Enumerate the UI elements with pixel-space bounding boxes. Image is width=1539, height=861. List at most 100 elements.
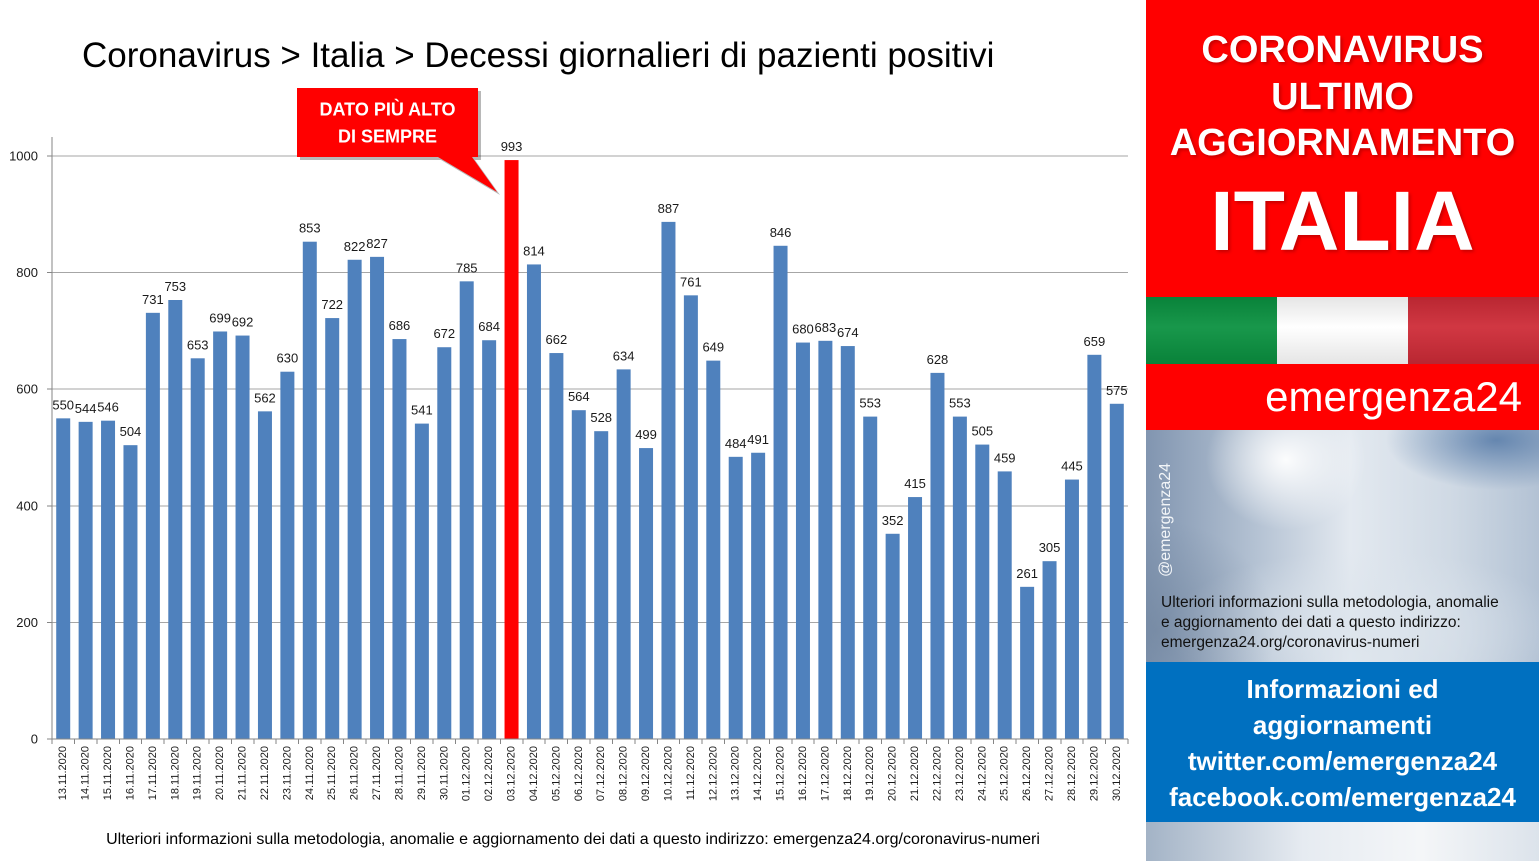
data-label-14-12-2020: 491 <box>747 432 769 447</box>
bar-26-11-2020 <box>347 259 362 739</box>
x-tick-label-13-11-2020: 13.11.2020 <box>57 746 69 800</box>
data-label-22-11-2020: 562 <box>254 390 276 405</box>
data-label-14-11-2020: 544 <box>75 401 97 416</box>
x-tick-label-21-12-2020: 21.12.2020 <box>909 746 921 801</box>
bar-19-12-2020 <box>863 416 878 739</box>
x-tick-label-11-12-2020: 11.12.2020 <box>685 746 697 800</box>
bar-09-12-2020 <box>639 448 654 739</box>
bar-14-12-2020 <box>751 452 766 739</box>
social-line-2: aggiornamenti <box>1252 710 1433 740</box>
y-tick-label-1000: 1000 <box>9 149 38 164</box>
bar-04-12-2020 <box>526 264 541 739</box>
y-tick-label-0: 0 <box>31 732 38 747</box>
x-tick-label-23-12-2020: 23.12.2020 <box>954 746 966 801</box>
bar-25-11-2020 <box>325 318 340 739</box>
data-label-29-12-2020: 659 <box>1084 334 1106 349</box>
info-note: Ulteriori informazioni sulla metodologia… <box>1161 593 1531 653</box>
data-label-15-12-2020: 846 <box>770 225 792 240</box>
data-label-26-12-2020: 261 <box>1016 566 1038 581</box>
bar-02-12-2020 <box>482 340 497 739</box>
y-tick-label-200: 200 <box>16 615 38 630</box>
bar-10-12-2020 <box>661 221 676 739</box>
x-tick-label-22-12-2020: 22.12.2020 <box>931 746 943 801</box>
data-label-24-12-2020: 505 <box>971 424 993 439</box>
x-tick-label-28-12-2020: 28.12.2020 <box>1066 746 1078 801</box>
data-label-19-11-2020: 653 <box>187 337 209 352</box>
bars <box>56 160 1124 739</box>
bar-24-12-2020 <box>975 444 990 739</box>
x-tick-label-20-12-2020: 20.12.2020 <box>887 746 899 801</box>
x-tick-label-26-12-2020: 26.12.2020 <box>1021 746 1033 801</box>
callout-line-1: DATO PIÙ ALTO <box>319 99 455 120</box>
x-tick-label-25-11-2020: 25.11.2020 <box>326 746 338 800</box>
x-tick-label-30-12-2020: 30.12.2020 <box>1111 746 1123 801</box>
x-tick-label-10-12-2020: 10.12.2020 <box>662 746 674 801</box>
header-line-ultimo: ULTIMO <box>1271 76 1414 118</box>
data-label-25-11-2020: 722 <box>321 297 343 312</box>
data-label-19-12-2020: 553 <box>859 396 881 411</box>
italian-flag-icon <box>1146 297 1539 364</box>
data-label-27-11-2020: 827 <box>366 236 388 251</box>
bar-21-12-2020 <box>908 497 923 739</box>
x-tick-label-18-12-2020: 18.12.2020 <box>842 746 854 801</box>
data-label-29-11-2020: 541 <box>411 403 433 418</box>
data-label-05-12-2020: 662 <box>546 332 568 347</box>
x-tick-label-23-11-2020: 23.11.2020 <box>281 746 293 800</box>
data-label-20-12-2020: 352 <box>882 513 904 528</box>
header-line-coronavirus: CORONAVIRUS <box>1201 29 1484 71</box>
social-lines: Informazioni ed aggiornamenti twitter.co… <box>1146 671 1539 815</box>
x-tick-label-25-12-2020: 25.12.2020 <box>999 746 1011 801</box>
bar-18-11-2020 <box>168 300 183 739</box>
data-label-28-12-2020: 445 <box>1061 459 1083 474</box>
flag-stripe-green <box>1146 297 1277 364</box>
country-name: ITALIA <box>1210 174 1475 268</box>
x-tick-label-14-11-2020: 14.11.2020 <box>80 746 92 800</box>
social-box: Informazioni ed aggiornamenti twitter.co… <box>1146 662 1539 822</box>
bar-19-11-2020 <box>190 358 205 739</box>
data-label-15-11-2020: 546 <box>97 400 119 415</box>
chart-panel: 0 200 400 600 800 1000 13.11.2020 14.11.2020 15… <box>9 36 1129 848</box>
data-label-24-11-2020: 853 <box>299 221 321 236</box>
x-tick-label-08-12-2020: 08.12.2020 <box>618 746 630 801</box>
brand-band: emergenza24 <box>1146 364 1539 430</box>
bar-16-11-2020 <box>123 445 138 739</box>
data-label-02-12-2020: 684 <box>478 319 500 334</box>
bar-30-11-2020 <box>437 347 452 739</box>
info-line-1: Ulteriori informazioni sulla metodologia… <box>1161 594 1499 611</box>
bar-03-12-2020 <box>504 160 519 739</box>
x-tick-label-17-12-2020: 17.12.2020 <box>819 746 831 801</box>
data-label-23-11-2020: 630 <box>277 351 299 366</box>
x-tick-label-29-12-2020: 29.12.2020 <box>1088 746 1100 801</box>
bar-15-12-2020 <box>773 245 788 739</box>
chart-title: Coronavirus > Italia > Decessi giornalie… <box>82 36 995 75</box>
twitter-handle: twitter.com/emergenza24 <box>1187 746 1498 776</box>
data-label-03-12-2020: 993 <box>501 139 523 154</box>
x-tick-label-24-11-2020: 24.11.2020 <box>304 746 316 800</box>
update-header: CORONAVIRUS ULTIMO AGGIORNAMENTO ITALIA <box>1146 0 1539 297</box>
bar-23-11-2020 <box>280 371 295 739</box>
gridlines <box>52 155 1128 623</box>
data-label-11-12-2020: 761 <box>680 274 702 289</box>
data-label-09-12-2020: 499 <box>635 427 657 442</box>
bar-18-12-2020 <box>840 346 855 739</box>
flag-stripe-white <box>1277 297 1408 364</box>
bar-12-12-2020 <box>706 360 721 739</box>
data-label-20-11-2020: 699 <box>209 310 231 325</box>
data-label-07-12-2020: 528 <box>590 410 612 425</box>
bar-24-11-2020 <box>302 241 317 739</box>
flag-stripe-red <box>1408 297 1539 364</box>
x-tick-label-07-12-2020: 07.12.2020 <box>595 746 607 801</box>
x-tick-label-27-12-2020: 27.12.2020 <box>1044 746 1056 801</box>
bar-27-12-2020 <box>1042 561 1057 739</box>
footer-note: Ulteriori informazioni sulla metodologia… <box>106 831 1040 848</box>
callout-box <box>297 88 497 192</box>
x-tick-label-27-11-2020: 27.11.2020 <box>371 746 383 800</box>
data-label-17-11-2020: 731 <box>142 292 164 307</box>
bar-17-11-2020 <box>145 312 160 739</box>
x-tick-label-21-11-2020: 21.11.2020 <box>237 746 249 800</box>
x-tick-label-22-11-2020: 22.11.2020 <box>259 746 271 800</box>
x-tick-label-29-11-2020: 29.11.2020 <box>416 746 428 800</box>
data-label-22-12-2020: 628 <box>927 352 949 367</box>
bar-30-12-2020 <box>1109 403 1124 739</box>
